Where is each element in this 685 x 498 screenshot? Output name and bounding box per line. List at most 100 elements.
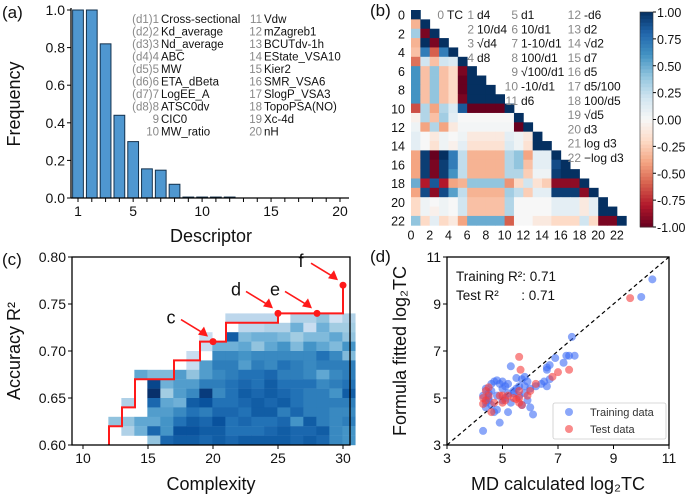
density-cell: [251, 416, 265, 427]
legend-id: 11: [506, 94, 519, 108]
density-cell: [329, 435, 343, 446]
corr-cell-20-14: [542, 197, 552, 207]
legend-name: -10/d1: [521, 80, 555, 94]
corr-cell-7-4: [448, 75, 459, 86]
density-cell: [212, 351, 226, 361]
corr-cell-20-0: [411, 197, 421, 207]
corr-cell-22-8: [485, 215, 496, 226]
corr-cell-19-16: [560, 187, 571, 198]
density-cell: [160, 398, 174, 408]
density-cell: [173, 435, 187, 446]
density-cell: [290, 398, 304, 408]
corr-cell-16-13: [532, 159, 543, 170]
panel-label-b: (b): [370, 1, 391, 20]
corr-cell-8-4: [448, 84, 459, 95]
legend-name: 100/d1: [521, 51, 558, 65]
y-tick-label: 0.4: [46, 115, 66, 131]
y-tick-label: 14: [391, 140, 405, 154]
density-cell: [342, 332, 356, 342]
density-cell: [290, 360, 304, 370]
test-point: [515, 352, 524, 361]
corr-cell-14-3: [439, 141, 449, 151]
colorbar-segment: [640, 76, 653, 81]
corr-cell-15-14: [542, 150, 552, 161]
colorbar-segment: [640, 194, 653, 199]
corr-cell-14-12: [523, 141, 534, 151]
panel-c-pareto-heatmap: c d ef 10 15 20 25 30 0.60 0.65 0.70 0.75 0.80 Comple…: [2, 249, 356, 494]
corr-cell-14-2: [429, 141, 440, 151]
density-cell: [225, 379, 239, 389]
legend-entry: Training data: [590, 407, 655, 419]
density-cell: [238, 341, 252, 352]
corr-cell-17-5: [457, 169, 468, 179]
density-cell: [160, 369, 174, 380]
highlight-point-d: [274, 309, 282, 317]
density-cell: [277, 426, 291, 436]
corr-cell-11-10: [504, 112, 515, 123]
test-point: [526, 386, 535, 395]
corr-cell-16-5: [457, 159, 468, 170]
corr-cell-6-0: [411, 66, 421, 76]
density-cell: [303, 313, 317, 323]
density-cell: [264, 407, 278, 417]
corr-cell-15-6: [467, 150, 477, 161]
legend-name: 10/d1: [521, 22, 551, 36]
y-axis-label: Accuracy R²: [4, 302, 24, 400]
density-cell: [329, 416, 343, 427]
legend-id: 13: [568, 22, 582, 36]
density-cell: [147, 407, 161, 417]
density-cell: [264, 351, 278, 361]
density-cell: [329, 388, 343, 399]
colorbar-tick-label: -0.50: [657, 167, 685, 181]
density-cell: [186, 398, 200, 408]
legend-name: 1-10/d1: [521, 37, 562, 51]
density-cell: [329, 369, 343, 380]
legend-id: 18: [568, 94, 582, 108]
corr-cell-8-7: [476, 84, 487, 95]
test-point: [531, 379, 540, 388]
corr-cell-20-18: [579, 197, 590, 207]
density-cell: [290, 313, 304, 323]
training-point: [506, 362, 515, 371]
legend-name: EState_VSA10: [264, 52, 341, 64]
density-cell: [225, 351, 239, 361]
corr-cell-22-22: [616, 215, 627, 226]
corr-cell-9-8: [485, 94, 496, 104]
density-cell: [225, 416, 239, 427]
y-tick-label: 22: [391, 215, 405, 229]
corr-cell-16-12: [523, 159, 534, 170]
legend-id: (d7)7: [132, 89, 159, 101]
legend-entry: Test data: [590, 424, 636, 436]
corr-cell-16-4: [448, 159, 459, 170]
corr-cell-10-7: [476, 103, 487, 114]
corr-cell-12-11: [513, 122, 524, 133]
density-cell: [186, 351, 200, 361]
corr-cell-12-10: [504, 122, 515, 133]
corr-cell-13-12: [523, 131, 534, 142]
corr-cell-1-0: [411, 19, 421, 30]
density-cell: [186, 369, 200, 380]
density-cell: [316, 322, 330, 333]
corr-cell-12-3: [439, 122, 449, 133]
density-cell: [342, 369, 356, 380]
colorbar-segment: [640, 105, 653, 110]
density-cell: [134, 369, 148, 380]
density-cell: [147, 398, 161, 408]
colorbar-segment: [640, 176, 653, 181]
legend-name: Xc-4d: [264, 114, 294, 126]
colorbar-segment: [640, 69, 653, 74]
corr-cell-7-6: [467, 75, 477, 86]
density-cell: [160, 388, 174, 399]
legend-id: (d4)4: [132, 52, 159, 64]
density-cell: [290, 416, 304, 427]
x-tick-label: 16: [554, 228, 568, 242]
corr-cell-18-6: [467, 178, 477, 189]
corr-cell-16-16: [560, 159, 571, 170]
density-cell: [238, 379, 252, 389]
corr-cell-7-7: [476, 75, 487, 86]
density-cell: [186, 388, 200, 399]
corr-cell-7-2: [429, 75, 440, 86]
corr-cell-14-1: [420, 141, 431, 151]
corr-cell-12-0: [411, 122, 421, 133]
